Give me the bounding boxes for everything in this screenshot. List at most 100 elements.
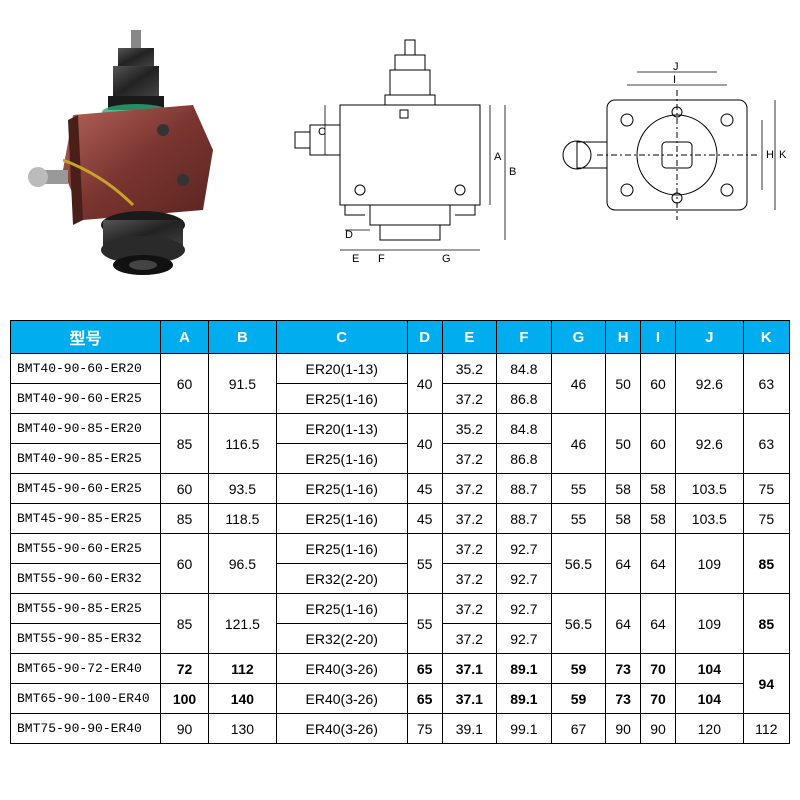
cell-B: 130 bbox=[208, 714, 276, 744]
cell-C: ER25(1-16) bbox=[276, 384, 407, 414]
cell-model: BMT55-90-60-ER25 bbox=[11, 534, 161, 564]
cell-I: 70 bbox=[641, 684, 676, 714]
header-J: J bbox=[675, 321, 743, 354]
cell-J: 109 bbox=[675, 594, 743, 654]
cell-H: 90 bbox=[606, 714, 641, 744]
cell-K: 75 bbox=[743, 474, 789, 504]
svg-text:F: F bbox=[378, 253, 385, 265]
header-E: E bbox=[442, 321, 497, 354]
cell-model: BMT65-90-100-ER40 bbox=[11, 684, 161, 714]
cell-F: 92.7 bbox=[497, 534, 552, 564]
cell-F: 86.8 bbox=[497, 444, 552, 474]
cell-J: 104 bbox=[675, 684, 743, 714]
cell-K: 85 bbox=[743, 534, 789, 594]
cell-A: 85 bbox=[161, 594, 209, 654]
cell-C: ER20(1-13) bbox=[276, 354, 407, 384]
cell-D: 75 bbox=[407, 714, 442, 744]
cell-D: 40 bbox=[407, 414, 442, 474]
cell-C: ER25(1-16) bbox=[276, 594, 407, 624]
cell-model: BMT55-90-85-ER32 bbox=[11, 624, 161, 654]
cell-C: ER40(3-26) bbox=[276, 654, 407, 684]
cell-I: 64 bbox=[641, 594, 676, 654]
cell-B: 116.5 bbox=[208, 414, 276, 474]
cell-I: 60 bbox=[641, 354, 676, 414]
cell-I: 58 bbox=[641, 474, 676, 504]
cell-J: 103.5 bbox=[675, 474, 743, 504]
svg-text:C: C bbox=[318, 126, 326, 138]
cell-H: 50 bbox=[606, 414, 641, 474]
cell-F: 89.1 bbox=[497, 654, 552, 684]
cell-E: 37.2 bbox=[442, 624, 497, 654]
cell-E: 37.2 bbox=[442, 564, 497, 594]
cell-H: 64 bbox=[606, 534, 641, 594]
cell-C: ER25(1-16) bbox=[276, 474, 407, 504]
header-G: G bbox=[551, 321, 606, 354]
cell-B: 140 bbox=[208, 684, 276, 714]
cell-H: 73 bbox=[606, 654, 641, 684]
cell-F: 92.7 bbox=[497, 594, 552, 624]
cell-K: 75 bbox=[743, 504, 789, 534]
cell-F: 84.8 bbox=[497, 354, 552, 384]
cell-D: 45 bbox=[407, 474, 442, 504]
cell-F: 88.7 bbox=[497, 504, 552, 534]
header-C: C bbox=[276, 321, 407, 354]
table-row: BMT40-90-85-ER2085116.5ER20(1-13)4035.28… bbox=[11, 414, 790, 444]
cell-C: ER40(3-26) bbox=[276, 714, 407, 744]
cell-I: 64 bbox=[641, 534, 676, 594]
cell-B: 118.5 bbox=[208, 504, 276, 534]
cell-D: 55 bbox=[407, 534, 442, 594]
cell-G: 55 bbox=[551, 504, 606, 534]
cell-G: 46 bbox=[551, 354, 606, 414]
cell-model: BMT75-90-90-ER40 bbox=[11, 714, 161, 744]
cell-K: 112 bbox=[743, 714, 789, 744]
table-row: BMT45-90-85-ER2585118.5ER25(1-16)4537.28… bbox=[11, 504, 790, 534]
cell-model: BMT55-90-60-ER32 bbox=[11, 564, 161, 594]
cell-A: 60 bbox=[161, 534, 209, 594]
cell-E: 37.2 bbox=[442, 384, 497, 414]
cell-G: 55 bbox=[551, 474, 606, 504]
cell-H: 50 bbox=[606, 354, 641, 414]
cell-G: 67 bbox=[551, 714, 606, 744]
cell-C: ER25(1-16) bbox=[276, 534, 407, 564]
cell-G: 56.5 bbox=[551, 534, 606, 594]
cell-H: 73 bbox=[606, 684, 641, 714]
header-F: F bbox=[497, 321, 552, 354]
cell-C: ER32(2-20) bbox=[276, 564, 407, 594]
cell-F: 92.7 bbox=[497, 624, 552, 654]
cell-C: ER40(3-26) bbox=[276, 684, 407, 714]
svg-text:D: D bbox=[345, 229, 353, 241]
cell-J: 104 bbox=[675, 654, 743, 684]
cell-D: 40 bbox=[407, 354, 442, 414]
cell-F: 99.1 bbox=[497, 714, 552, 744]
cell-model: BMT40-90-85-ER20 bbox=[11, 414, 161, 444]
cell-model: BMT55-90-85-ER25 bbox=[11, 594, 161, 624]
cell-E: 37.2 bbox=[442, 474, 497, 504]
cell-H: 58 bbox=[606, 504, 641, 534]
cell-F: 84.8 bbox=[497, 414, 552, 444]
cell-D: 65 bbox=[407, 654, 442, 684]
cell-J: 92.6 bbox=[675, 414, 743, 474]
header-B: B bbox=[208, 321, 276, 354]
svg-text:G: G bbox=[442, 253, 451, 265]
technical-drawing-side: A B C D E F G bbox=[270, 30, 530, 290]
table-row: BMT65-90-72-ER4072112ER40(3-26)6537.189.… bbox=[11, 654, 790, 684]
cell-F: 92.7 bbox=[497, 564, 552, 594]
cell-A: 60 bbox=[161, 354, 209, 414]
cell-E: 37.2 bbox=[442, 594, 497, 624]
cell-A: 72 bbox=[161, 654, 209, 684]
cell-G: 59 bbox=[551, 654, 606, 684]
cell-C: ER20(1-13) bbox=[276, 414, 407, 444]
cell-E: 39.1 bbox=[442, 714, 497, 744]
table-row: BMT65-90-100-ER40100140ER40(3-26)6537.18… bbox=[11, 684, 790, 714]
cell-A: 90 bbox=[161, 714, 209, 744]
table-row: BMT45-90-60-ER256093.5ER25(1-16)4537.288… bbox=[11, 474, 790, 504]
cell-A: 100 bbox=[161, 684, 209, 714]
header-D: D bbox=[407, 321, 442, 354]
cell-I: 90 bbox=[641, 714, 676, 744]
header-A: A bbox=[161, 321, 209, 354]
cell-model: BMT45-90-60-ER25 bbox=[11, 474, 161, 504]
cell-K: 63 bbox=[743, 354, 789, 414]
svg-text:H: H bbox=[766, 149, 774, 161]
cell-E: 35.2 bbox=[442, 414, 497, 444]
svg-text:I: I bbox=[673, 74, 676, 86]
